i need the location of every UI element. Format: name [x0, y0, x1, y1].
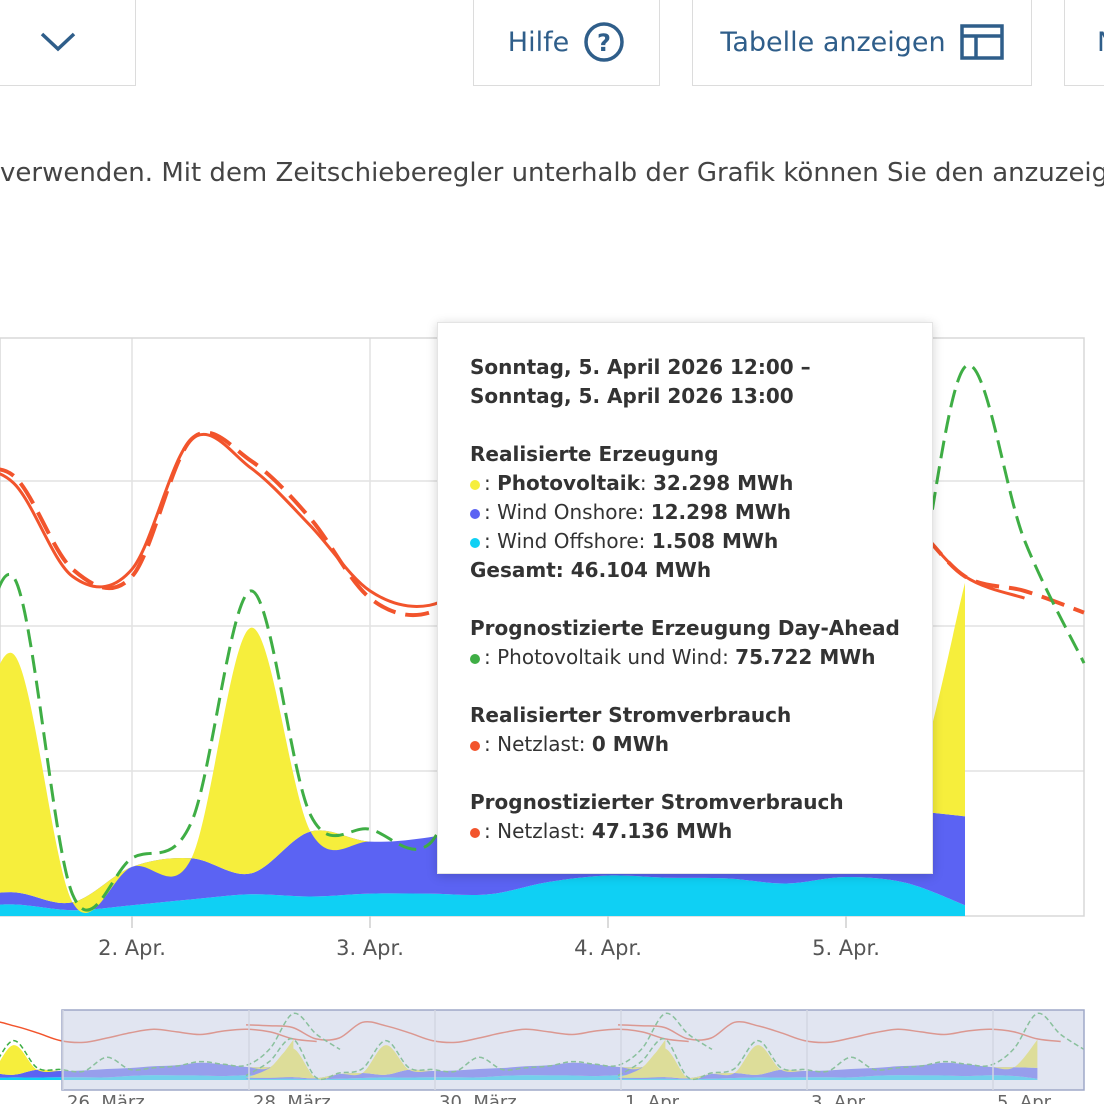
navigator-selection[interactable] — [61, 1009, 1085, 1091]
tooltip-row-label: Photovoltaik und Wind — [497, 645, 723, 669]
chart-tooltip: Sonntag, 5. April 2026 12:00 – Sonntag, … — [437, 322, 933, 874]
tooltip-row-offshore: : Wind Offshore: 1.508 MWh — [470, 527, 900, 556]
intro-text: verwenden. Mit dem Zeitschieberegler unt… — [0, 158, 1104, 188]
tooltip-row-load: : Netzlast: 0 MWh — [470, 730, 900, 759]
tooltip-time-start: Sonntag, 5. April 2026 12:00 – — [470, 355, 811, 379]
table-icon — [959, 24, 1004, 60]
tooltip-row-value: 0 MWh — [591, 732, 669, 756]
tooltip-row-label: Netzlast — [497, 732, 579, 756]
x-tick-label: 3. Apr. — [336, 936, 404, 960]
tooltip-section-title: Prognostizierter Stromverbrauch — [470, 790, 844, 814]
help-label: Hilfe — [507, 26, 570, 58]
tooltip-row-load-forecast: : Netzlast: 47.136 MWh — [470, 817, 900, 846]
tooltip-row-value: 32.298 MWh — [653, 471, 794, 495]
tooltip-total: Gesamt: 46.104 MWh — [470, 558, 712, 582]
chevron-down-icon — [40, 32, 76, 52]
x-tick-label: 5. Apr. — [812, 936, 880, 960]
help-button[interactable]: Hilfe ? — [473, 0, 660, 86]
tooltip-row-value: 1.508 MWh — [651, 529, 779, 553]
next-toolbar-button[interactable]: N — [1064, 0, 1104, 86]
x-tick-label: 4. Apr. — [574, 936, 642, 960]
navigator-tick-label: 30. März — [439, 1092, 517, 1104]
next-toolbar-label: N — [1097, 27, 1104, 58]
tooltip-row-value: 12.298 MWh — [650, 500, 792, 524]
tooltip-row-value: 47.136 MWh — [591, 819, 733, 843]
tooltip-row-onshore: : Wind Onshore: 12.298 MWh — [470, 498, 900, 527]
tooltip-section-title: Prognostizierte Erzeugung Day-Ahead — [470, 616, 900, 640]
navigator-tick-label: 28. März — [253, 1092, 331, 1104]
tooltip-section-title: Realisierte Erzeugung — [470, 442, 719, 466]
navigator-tick-label: 3. Apr. — [811, 1092, 869, 1104]
x-tick-label: 2. Apr. — [98, 936, 166, 960]
dropdown-toggle[interactable] — [0, 0, 136, 86]
navigator-tick-label: 5. Apr. — [997, 1092, 1055, 1104]
time-navigator[interactable]: 26. März 28. März 30. März 1. Apr. 3. Apr. 5.… — [0, 1000, 1104, 1104]
tooltip-row-label: Photovoltaik — [497, 471, 640, 495]
tooltip-row-forecast-gen: : Photovoltaik und Wind: 75.722 MWh — [470, 643, 900, 672]
wind-offshore-area — [0, 875, 965, 916]
tooltip-row-label: Wind Offshore — [497, 529, 639, 553]
photovoltaik-area — [0, 582, 965, 913]
tooltip-time-end: Sonntag, 5. April 2026 13:00 — [470, 384, 794, 408]
tooltip-row-pv: : Photovoltaik: 32.298 MWh — [470, 469, 900, 498]
navigator-tick-label: 26. März — [67, 1092, 145, 1104]
tooltip-section-title: Realisierter Stromverbrauch — [470, 703, 792, 727]
show-table-label: Tabelle anzeigen — [720, 26, 946, 58]
navigator-tick-label: 1. Apr. — [625, 1092, 683, 1104]
show-table-button[interactable]: Tabelle anzeigen — [692, 0, 1032, 86]
svg-text:?: ? — [597, 29, 611, 57]
tooltip-row-value: 75.722 MWh — [735, 645, 876, 669]
question-icon: ? — [584, 22, 624, 62]
tooltip-row-label: Wind Onshore — [497, 500, 638, 524]
tooltip-row-label: Netzlast — [497, 819, 579, 843]
